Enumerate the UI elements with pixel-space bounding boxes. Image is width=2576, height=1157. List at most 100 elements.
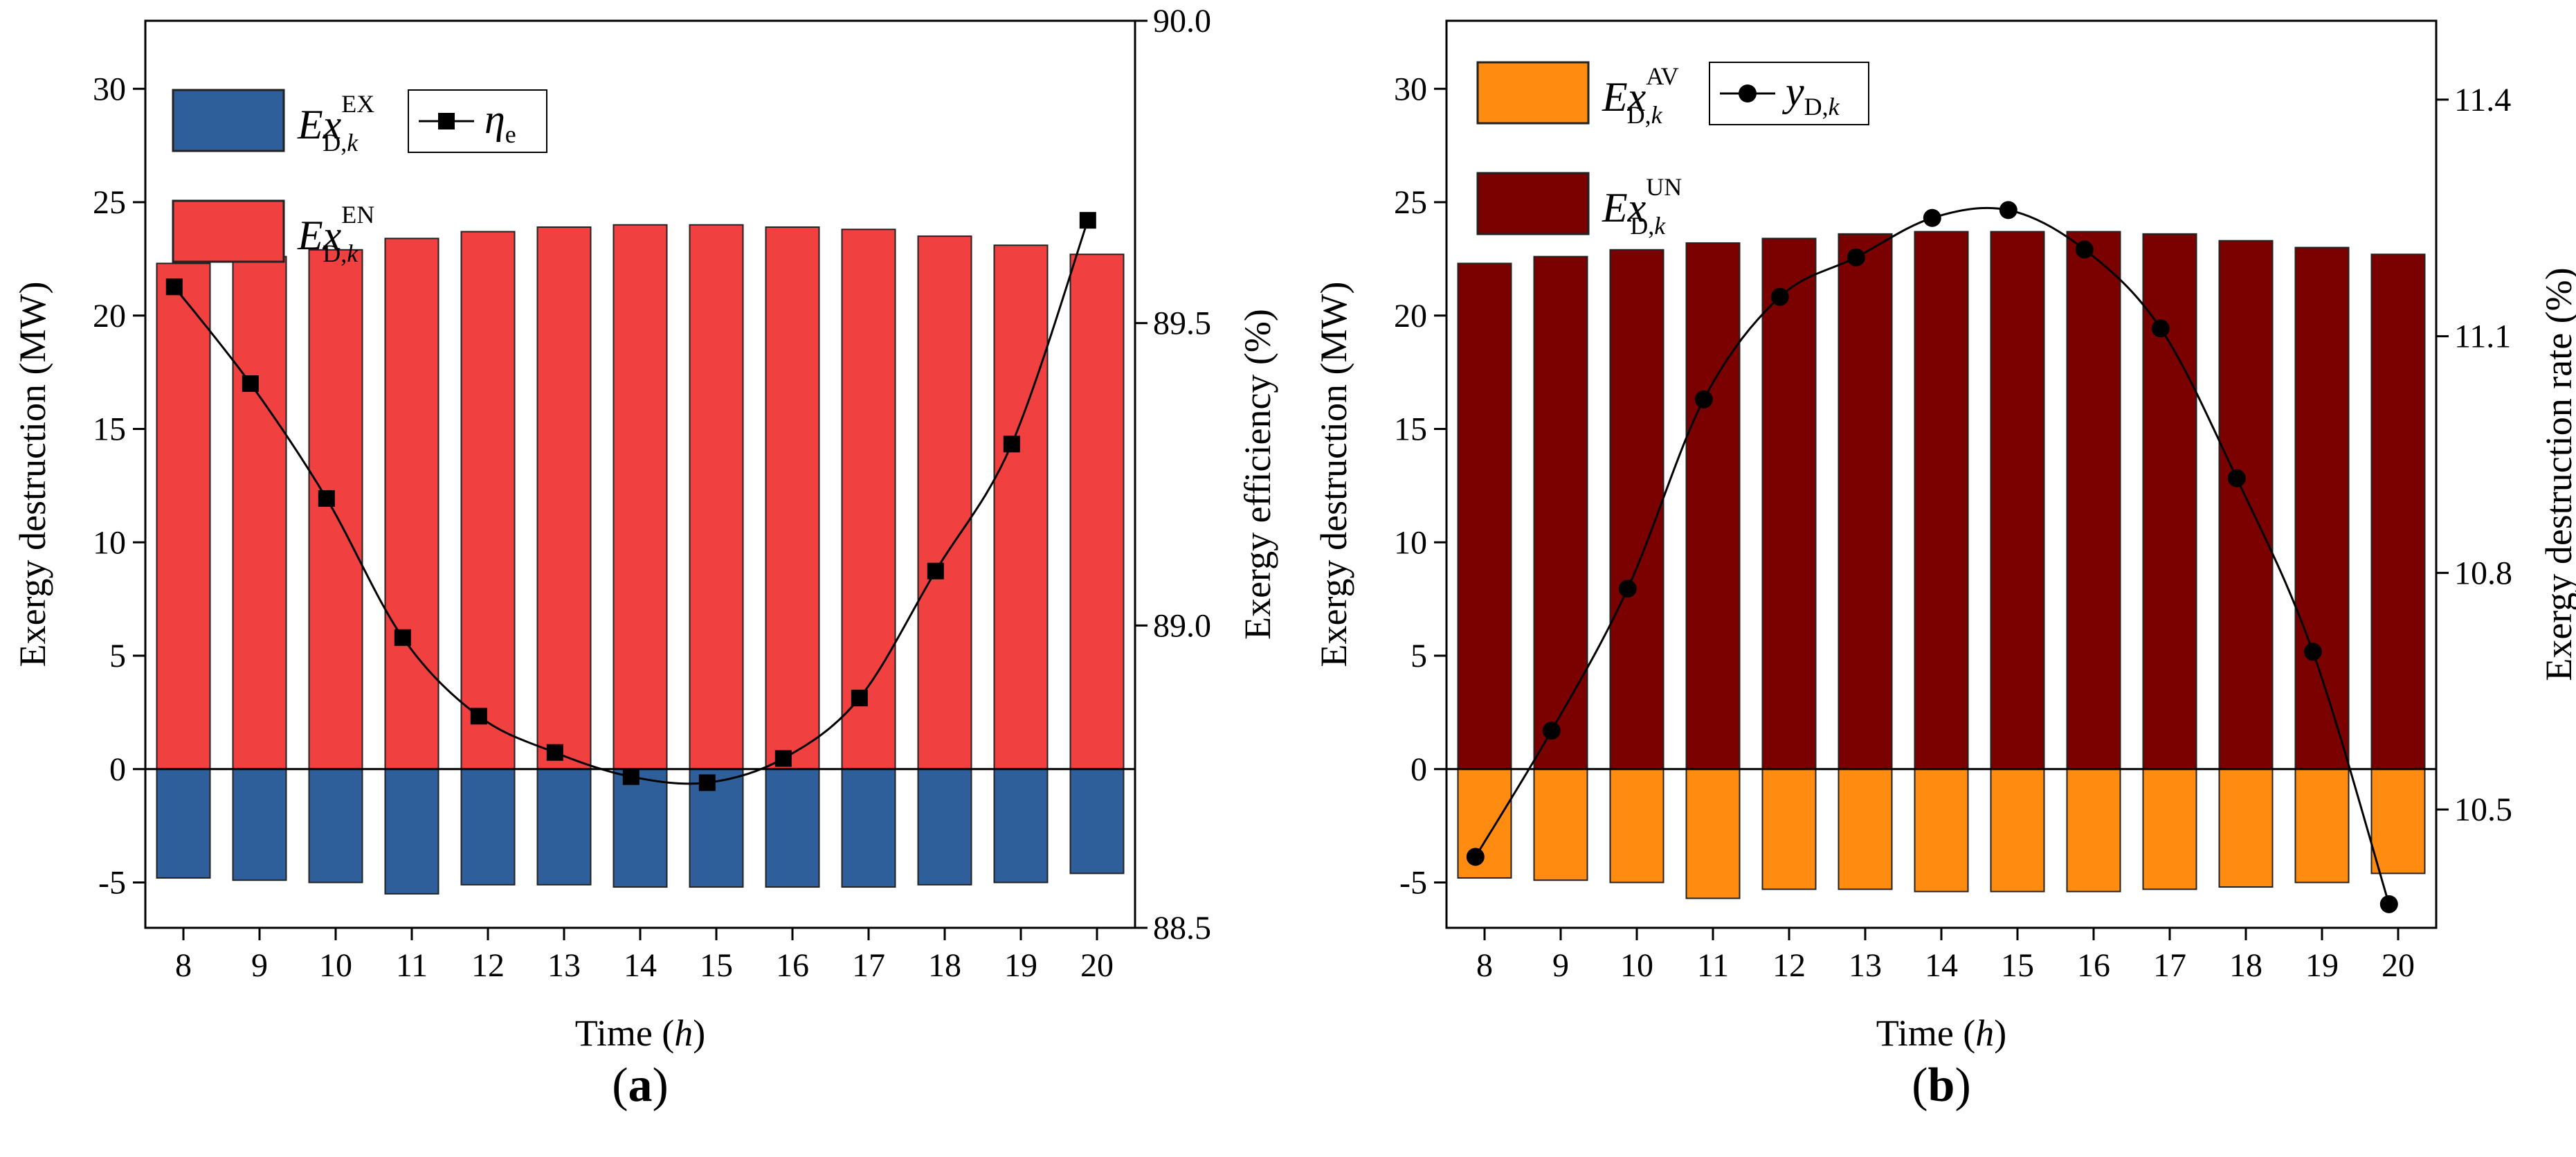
x-tick-label: 10: [319, 947, 352, 984]
legend-swatch-1: [172, 89, 285, 152]
y-tick-label: 30: [1394, 71, 1427, 107]
y2-tick-label: 89.0: [1153, 607, 1211, 644]
legend-line-marker: [1739, 84, 1757, 102]
bar-1-8: [156, 768, 211, 879]
bar-1-18: [2218, 768, 2274, 888]
bar-2-12: [1761, 237, 1817, 770]
bar-2-10: [1609, 249, 1665, 770]
y2-tick-label: 11.4: [2454, 82, 2511, 118]
bar-1-16: [765, 768, 820, 888]
x-axis-label: Time (h): [1876, 1012, 2007, 1054]
x-tick-label: 17: [2153, 947, 2186, 984]
x-tick-label: 13: [547, 947, 581, 984]
bar-2-10: [308, 249, 363, 770]
x-label-prefix: Time (: [575, 1012, 675, 1054]
y-tick-label: -5: [1399, 865, 1427, 902]
legend-label-1: ExEX D,k: [297, 90, 374, 156]
panel-letter: b: [1928, 1059, 1955, 1112]
line-marker-16: [2075, 240, 2094, 259]
bar-1-17: [841, 768, 896, 888]
line-marker-10: [318, 490, 335, 507]
x-tick-label: 19: [1004, 947, 1037, 984]
bar-2-17: [841, 228, 896, 770]
x-tick-label: 20: [2382, 947, 2415, 984]
chart-panel-a: -5 0 5 10 15 20 25 30 88.5 89.0 89.5 90.0 8 9 10 11 12 13…: [12, 3, 1278, 1112]
panel-letter: a: [628, 1059, 653, 1112]
bar-1-12: [1761, 768, 1817, 890]
line-marker-15: [1999, 201, 2017, 219]
line-marker-10: [1618, 580, 1637, 598]
legend-sub-italic: k: [347, 129, 359, 156]
line-marker-19: [2303, 643, 2322, 661]
bar-2-8: [156, 262, 211, 770]
bar-1-8: [1457, 768, 1512, 879]
bar-1-20: [1069, 768, 1125, 875]
bar-2-14: [1914, 231, 1969, 770]
line-marker-15: [698, 774, 716, 791]
y-tick-label: 0: [109, 751, 126, 788]
bar-1-18: [917, 768, 972, 886]
y-tick-label: 25: [1394, 184, 1427, 221]
y-tick-label: 0: [1411, 751, 1427, 788]
y-tick-label: 5: [1411, 638, 1427, 674]
y-tick-label: 10: [93, 524, 126, 561]
bar-2-9: [1533, 255, 1588, 770]
y-axis-label: Exergy destruction (MW): [1313, 282, 1354, 667]
line-marker-20: [1079, 212, 1096, 229]
line-marker-17: [851, 690, 868, 707]
x-axis-label: Time (h): [575, 1012, 706, 1054]
legend-main: Ex: [1602, 185, 1647, 231]
x-tick-label: 12: [471, 947, 505, 984]
y2-tick-label: 90.0: [1153, 3, 1211, 39]
x-tick-label: 12: [1772, 947, 1806, 984]
bar-1-9: [1533, 768, 1588, 881]
line-marker-8: [165, 278, 183, 296]
x-label-suffix: ): [693, 1012, 705, 1054]
legend-sup: EX: [341, 90, 374, 118]
x-tick-label: 20: [1080, 947, 1114, 984]
line-marker-20: [2379, 895, 2398, 913]
line-marker-13: [1847, 248, 1865, 267]
legend-sup: EN: [341, 201, 374, 228]
legend-line-main: η: [484, 96, 505, 142]
bar-1-14: [613, 768, 668, 888]
bar-1-14: [1914, 768, 1969, 893]
bar-1-15: [1990, 768, 2045, 893]
y-tick-label: 10: [1394, 524, 1427, 561]
y2-tick-label: 88.5: [1153, 910, 1211, 947]
legend-sup: UN: [1646, 173, 1682, 201]
legend-line-box: [408, 89, 547, 153]
bar-2-14: [613, 224, 668, 770]
panel-paren-open: (: [612, 1059, 628, 1112]
legend-swatch-2: [1476, 172, 1590, 235]
legend-sub: D,: [1627, 101, 1651, 129]
line-marker-14: [1923, 208, 1941, 227]
bar-1-19: [2294, 768, 2350, 884]
x-tick-label: 10: [1620, 947, 1653, 984]
line-marker-13: [546, 744, 563, 761]
legend-sub-italic: k: [1651, 101, 1663, 129]
legend-main: Ex: [1602, 74, 1647, 120]
legend-line-main: y: [1781, 69, 1804, 114]
bar-2-13: [536, 226, 592, 770]
legend-label-2: ExEN D,k: [297, 201, 374, 267]
bar-1-13: [1838, 768, 1893, 890]
legend-swatch-1: [1476, 61, 1590, 125]
legend-sup: AV: [1646, 62, 1678, 90]
bar-2-13: [1838, 233, 1893, 770]
bar-1-10: [1609, 768, 1665, 884]
bar-2-11: [384, 237, 439, 770]
line-marker-14: [622, 768, 640, 785]
x-tick-label: 16: [776, 947, 809, 984]
bar-2-9: [232, 255, 287, 770]
bar-2-20: [2370, 253, 2426, 770]
bar-2-8: [1457, 262, 1512, 770]
line-marker-11: [1694, 390, 1713, 409]
x-tick-label: 9: [1552, 947, 1569, 984]
x-tick-label: 11: [396, 947, 428, 984]
y-tick-label: -5: [98, 865, 126, 902]
bar-2-12: [460, 231, 516, 770]
legend-main: Ex: [297, 102, 342, 147]
line-marker-19: [1003, 436, 1020, 453]
